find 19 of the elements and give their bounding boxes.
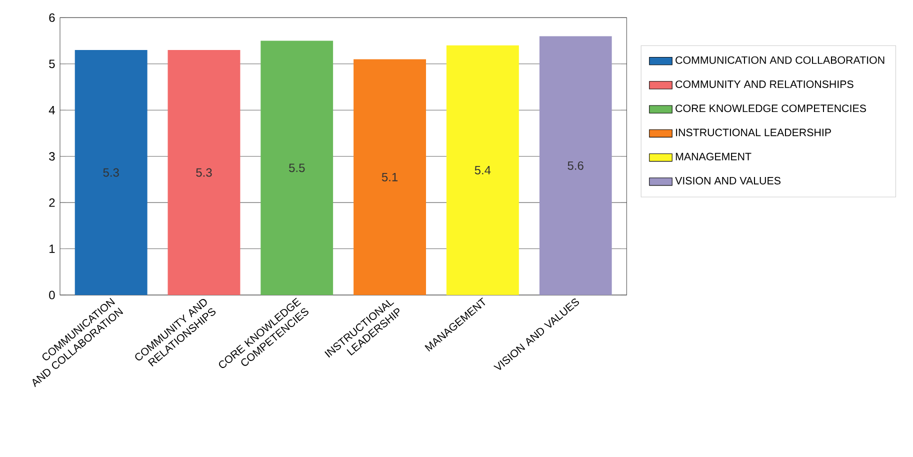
data-label: 5.3	[196, 168, 212, 177]
data-label: 5.1	[382, 172, 398, 182]
legend-label: VISION AND VALUES	[675, 176, 780, 184]
data-label: 5.3	[103, 168, 119, 177]
y-tick-label: 0	[49, 290, 55, 300]
y-tick-label: 3	[49, 152, 55, 161]
legend-label: COMMUNICATION AND COLLABORATION	[676, 56, 884, 64]
legend-label: MANAGEMENT	[676, 152, 752, 160]
legend-label: COMMUNITY AND RELATIONSHIPS	[676, 80, 854, 88]
data-label: 5.4	[474, 166, 491, 174]
y-tick-label: 2	[49, 198, 55, 207]
y-tick-label: 1	[50, 244, 55, 253]
data-label: 5.6	[568, 161, 584, 170]
y-tick-label: 6	[49, 13, 55, 22]
data-label: 5.5	[289, 164, 305, 172]
y-tick-label: 5	[49, 60, 55, 68]
y-tick-label: 4	[48, 106, 55, 114]
legend-label: INSTRUCTIONAL LEADERSHIP	[676, 128, 831, 136]
legend-label: CORE KNOWLEDGE COMPETENCIES	[676, 104, 866, 112]
